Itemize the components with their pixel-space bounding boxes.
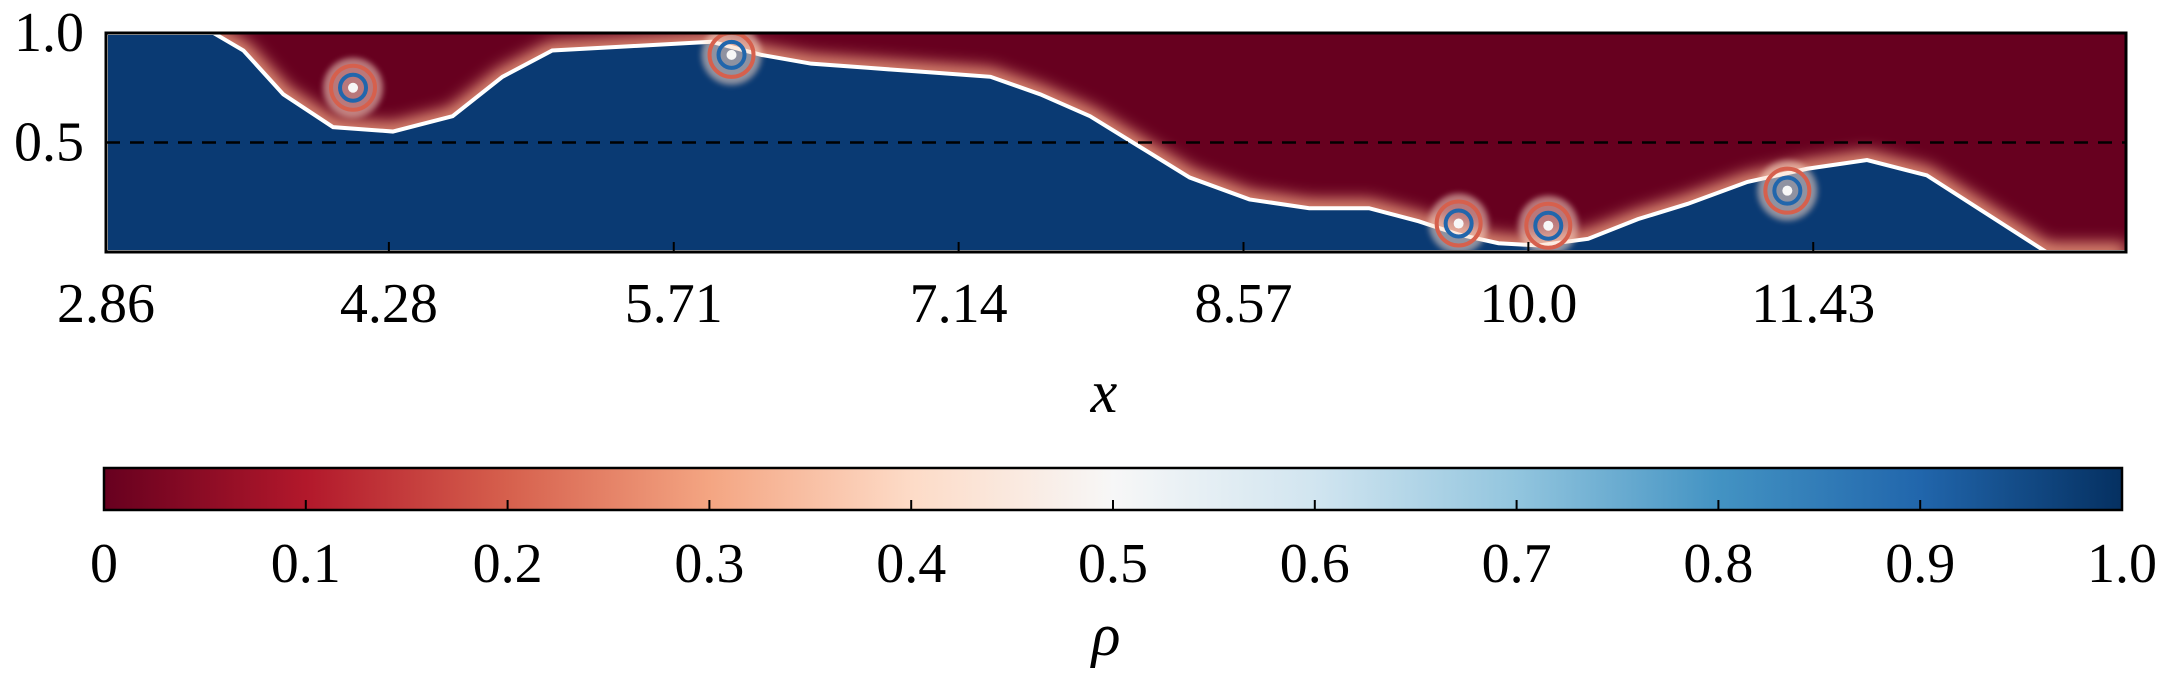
colorbar-tick-label: 0.7 xyxy=(1482,533,1552,595)
x-tick-label: 8.57 xyxy=(1194,273,1292,335)
colorbar-ticks: 0 0.1 0.2 0.3 0.4 0.5 0.6 0.7 0.8 0.9 1.0 xyxy=(90,500,2157,595)
x-tick-label: 5.71 xyxy=(625,273,723,335)
colorbar-tick-label: 0.1 xyxy=(271,533,341,595)
colorbar-tick-label: 0.5 xyxy=(1078,533,1148,595)
density-field-plot: 2.86 4.28 5.71 7.14 8.57 10.0 11.43 1.0 0.5 x xyxy=(14,2,2128,425)
x-tick-label: 4.28 xyxy=(340,273,438,335)
colorbar-tick-label: 0.6 xyxy=(1280,533,1350,595)
colorbar-tick-label: 0.8 xyxy=(1683,533,1753,595)
x-axis-ticks: 2.86 4.28 5.71 7.14 8.57 10.0 11.43 xyxy=(57,242,1875,335)
x-tick-label: 2.86 xyxy=(57,273,155,335)
x-tick-label: 11.43 xyxy=(1751,273,1875,335)
vortex xyxy=(1428,193,1489,252)
vortex xyxy=(323,57,384,118)
colorbar-tick-label: 0.3 xyxy=(674,533,744,595)
colorbar: 0 0.1 0.2 0.3 0.4 0.5 0.6 0.7 0.8 0.9 1.0 ρ xyxy=(90,466,2157,668)
colorbar-tick-label: 0.2 xyxy=(473,533,543,595)
vortex-layer xyxy=(323,33,1818,252)
colorbar-tick-label: 0 xyxy=(90,533,118,595)
x-tick-label: 7.14 xyxy=(910,273,1008,335)
x-axis-label: x xyxy=(1090,359,1118,425)
y-axis-ticks: 1.0 0.5 xyxy=(14,2,116,174)
vortex xyxy=(701,33,762,85)
y-tick-label: 0.5 xyxy=(14,112,84,174)
y-tick-label: 1.0 xyxy=(14,2,84,64)
colorbar-tick-label: 1.0 xyxy=(2087,533,2157,595)
colorbar-tick-label: 0.9 xyxy=(1885,533,1955,595)
x-tick-label: 10.0 xyxy=(1479,273,1577,335)
colorbar-tick-label: 0.4 xyxy=(876,533,946,595)
colorbar-label: ρ xyxy=(1090,602,1121,668)
vortex xyxy=(1518,195,1579,252)
vortex xyxy=(1757,160,1818,221)
colorbar-gradient xyxy=(102,466,2124,512)
